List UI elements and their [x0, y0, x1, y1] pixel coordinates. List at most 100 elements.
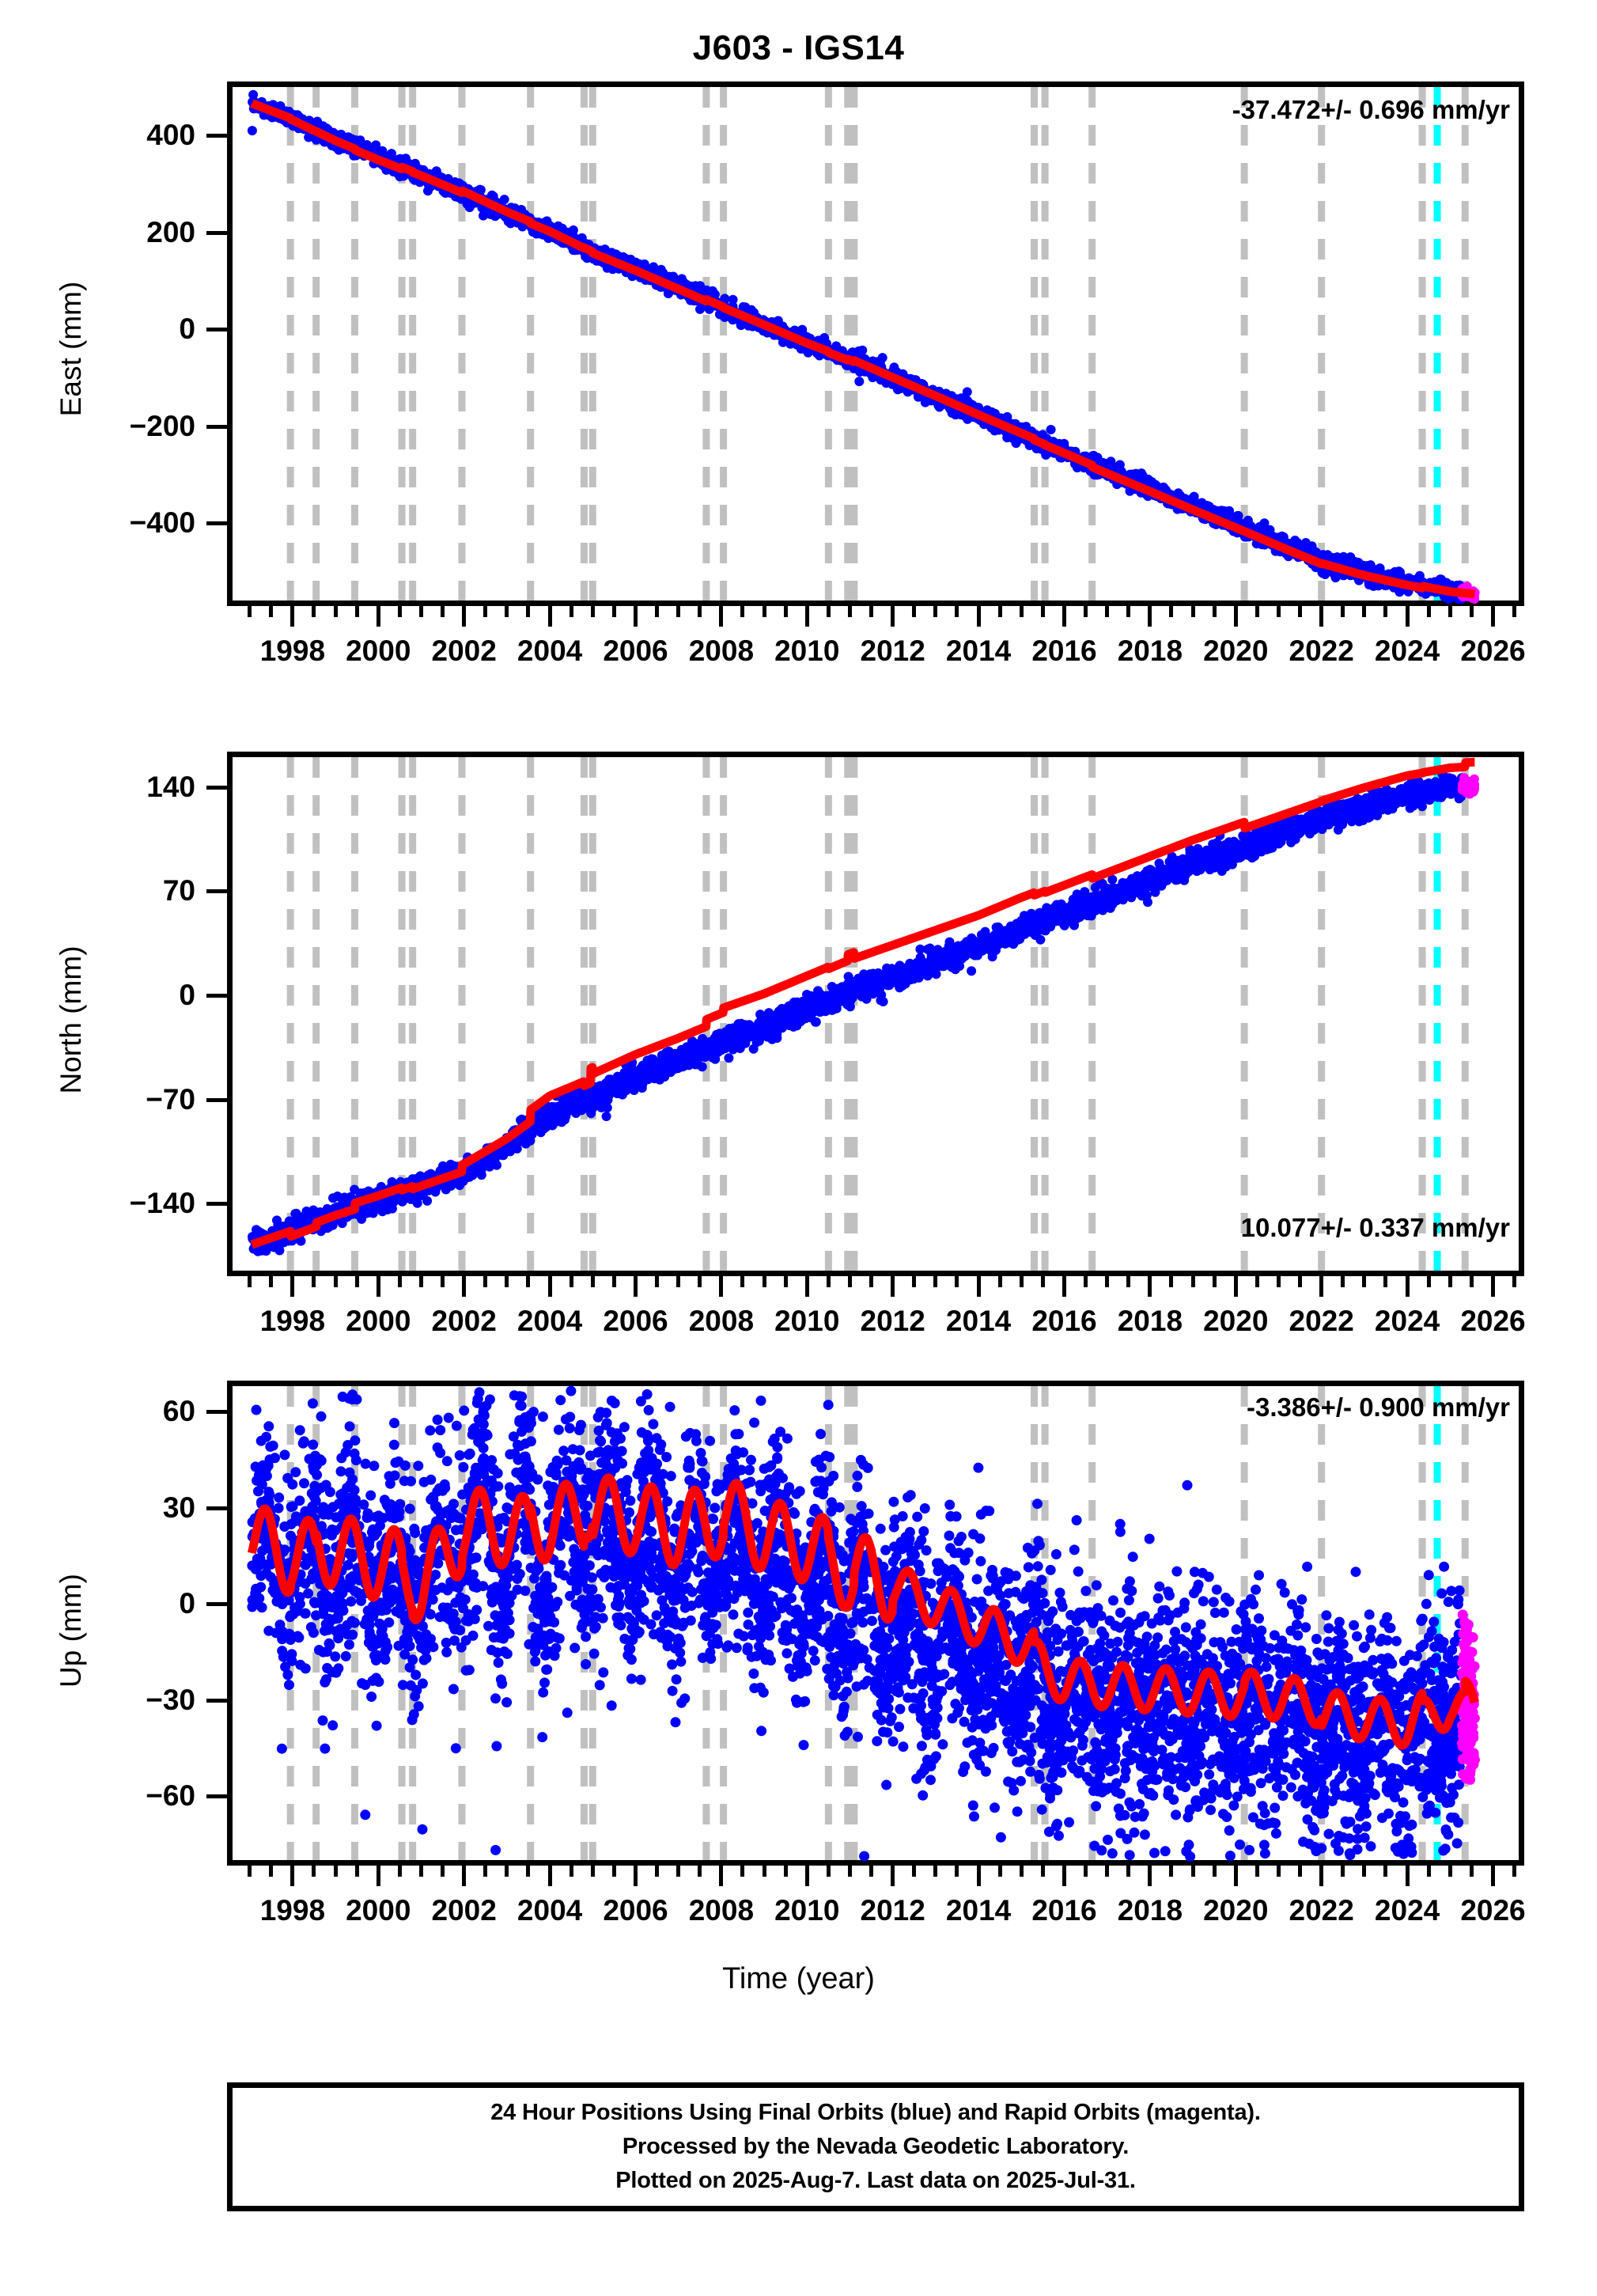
x-major-tick [290, 1276, 295, 1297]
x-minor-tick [1298, 606, 1303, 617]
x-minor-tick [354, 1276, 359, 1287]
x-minor-tick [1276, 1866, 1281, 1877]
x-minor-tick [590, 1866, 595, 1877]
x-minor-tick [762, 1866, 766, 1877]
y-tick-label: −70 [146, 1082, 195, 1116]
x-major-tick [1405, 606, 1410, 627]
y-tick-label: −200 [129, 409, 195, 442]
x-tick-label: 2008 [688, 1305, 755, 1337]
x-tick-label: 2022 [1289, 1894, 1354, 1927]
x-minor-tick [569, 1276, 573, 1287]
x-major-tick [976, 1276, 981, 1297]
x-minor-tick [269, 606, 274, 617]
x-minor-tick [1469, 606, 1474, 617]
x-minor-tick [1255, 1276, 1259, 1287]
x-minor-tick [847, 1276, 852, 1287]
x-minor-tick [1255, 1866, 1259, 1877]
east-series-canvas [247, 87, 1480, 604]
x-minor-tick [740, 1276, 745, 1287]
caption-line-2: Processed by the Nevada Geodetic Laborat… [622, 2134, 1130, 2160]
x-major-tick [1319, 606, 1324, 627]
x-minor-tick [869, 1866, 874, 1877]
x-tick-label: 2020 [1203, 635, 1269, 667]
x-minor-tick [783, 606, 788, 617]
x-minor-tick [248, 1276, 252, 1287]
x-minor-tick [1512, 606, 1517, 617]
x-minor-tick [269, 1276, 274, 1287]
y-tick-label: −140 [129, 1187, 195, 1220]
x-major-tick [1233, 606, 1238, 627]
y-tick-label: 30 [162, 1491, 195, 1524]
x-tick-label: 2018 [1117, 1305, 1183, 1337]
x-tick-label: 2006 [603, 1894, 668, 1927]
x-major-tick [1319, 1866, 1324, 1886]
x-tick-label: 2020 [1203, 1305, 1269, 1337]
x-minor-tick [933, 1866, 938, 1877]
x-major-tick [1062, 606, 1066, 627]
x-minor-tick [1383, 1276, 1388, 1287]
x-tick-label: 2024 [1374, 635, 1440, 667]
x-minor-tick [1040, 606, 1045, 617]
panel-up [227, 1381, 1524, 1866]
x-minor-tick [569, 606, 573, 617]
x-minor-tick [418, 1866, 423, 1877]
x-minor-tick [505, 606, 509, 617]
x-major-tick [462, 1866, 467, 1886]
x-minor-tick [912, 606, 917, 617]
x-minor-tick [826, 1866, 831, 1877]
x-tick-label: 2024 [1374, 1894, 1440, 1927]
y-tick-mark [206, 993, 227, 998]
x-minor-tick [933, 606, 938, 617]
x-minor-tick [1084, 606, 1088, 617]
x-minor-tick [418, 606, 423, 617]
x-major-tick [976, 1866, 981, 1886]
x-minor-tick [1276, 606, 1281, 617]
x-tick-label: 2004 [517, 635, 583, 667]
x-minor-tick [740, 1866, 745, 1877]
x-minor-tick [912, 1866, 917, 1877]
y-tick-mark [206, 134, 227, 138]
x-minor-tick [590, 1276, 595, 1287]
x-major-tick [804, 1866, 809, 1886]
x-minor-tick [1362, 1866, 1367, 1877]
x-minor-tick [1212, 1866, 1217, 1877]
x-minor-tick [441, 1866, 445, 1877]
x-minor-tick [312, 606, 316, 617]
x-minor-tick [1212, 1276, 1217, 1287]
x-minor-tick [1084, 1276, 1088, 1287]
y-tick-mark [206, 230, 227, 235]
up-series-canvas [247, 1385, 1480, 1862]
x-minor-tick [397, 606, 402, 617]
x-minor-tick [912, 1276, 917, 1287]
x-minor-tick [762, 606, 766, 617]
x-minor-tick [418, 1276, 423, 1287]
x-minor-tick [569, 1866, 573, 1877]
x-major-tick [891, 1276, 895, 1297]
x-minor-tick [1512, 1276, 1517, 1287]
x-minor-tick [441, 606, 445, 617]
x-tick-label: 2018 [1117, 1894, 1183, 1927]
y-tick-label: 400 [146, 119, 195, 152]
page-title: J603 - IGS14 [692, 28, 905, 67]
x-major-tick [1062, 1866, 1066, 1886]
x-tick-label: 2008 [688, 1894, 755, 1927]
x-major-tick [547, 606, 552, 627]
x-minor-tick [1019, 1866, 1024, 1877]
x-minor-tick [1426, 1276, 1431, 1287]
x-minor-tick [655, 606, 660, 617]
y-tick-mark [206, 1506, 227, 1510]
x-major-tick [290, 1866, 295, 1886]
x-minor-tick [397, 1866, 402, 1877]
y-tick-label: 0 [179, 313, 195, 346]
panel-east [227, 81, 1524, 606]
x-minor-tick [1448, 1866, 1452, 1877]
x-minor-tick [762, 1276, 766, 1287]
x-tick-label: 2018 [1117, 635, 1183, 667]
x-minor-tick [1040, 1866, 1045, 1877]
x-minor-tick [847, 1866, 852, 1877]
x-major-tick [891, 606, 895, 627]
x-minor-tick [312, 1866, 316, 1877]
x-minor-tick [698, 1276, 702, 1287]
x-minor-tick [783, 1866, 788, 1877]
